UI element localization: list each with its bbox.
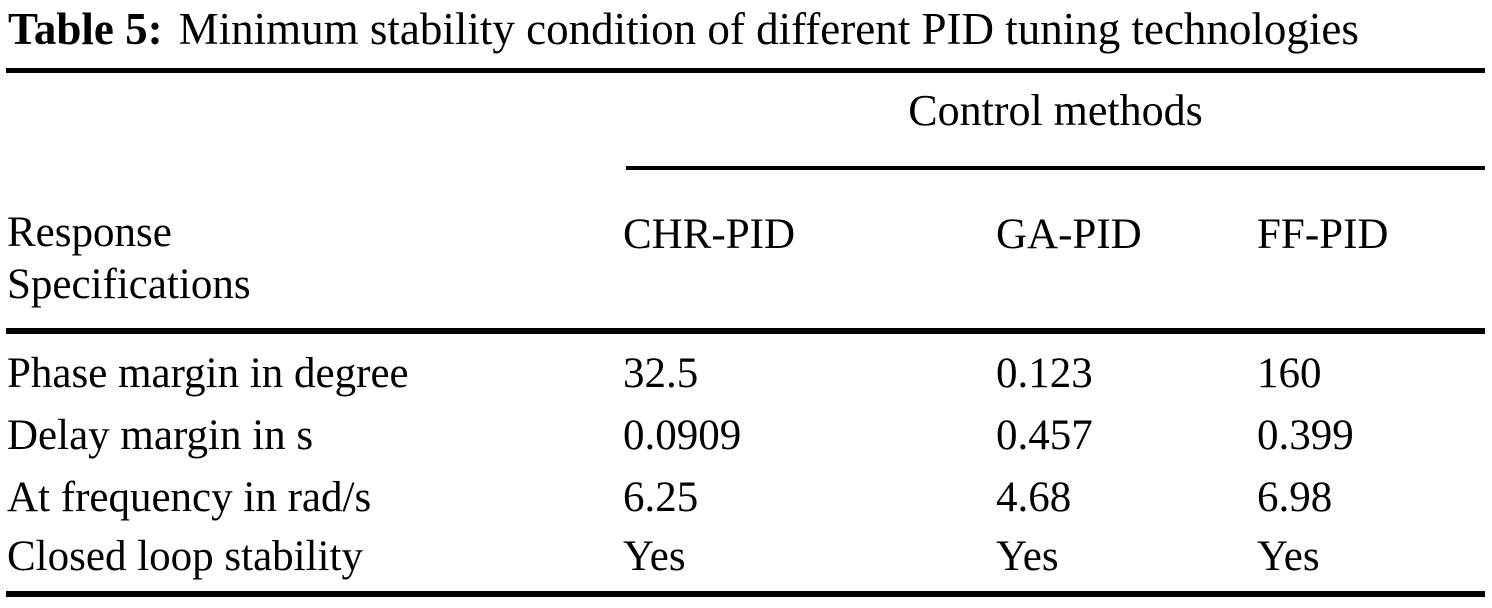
cell-value: 0.123 xyxy=(996,350,1093,397)
column-header-ga-pid: GA-PID xyxy=(996,211,1142,258)
cell-value: 160 xyxy=(1257,350,1322,397)
rule-under-group-header xyxy=(626,166,1485,170)
table-caption-number: Table 5: xyxy=(8,4,163,54)
row-stub-header: Response Specifications xyxy=(7,207,251,311)
row-stub-header-line1: Response xyxy=(7,209,172,256)
cell-value: Yes xyxy=(1257,533,1320,580)
row-label: Closed loop stability xyxy=(7,533,363,580)
table-row: Closed loop stability Yes Yes Yes xyxy=(0,526,1492,588)
cell-value: 0.0909 xyxy=(623,412,742,459)
row-label: At frequency in rad/s xyxy=(7,474,372,521)
cell-value: 0.399 xyxy=(1257,412,1354,459)
column-header-ff-pid: FF-PID xyxy=(1257,211,1389,258)
cell-value: Yes xyxy=(623,533,686,580)
cell-value: 4.68 xyxy=(996,474,1072,521)
rule-above-body xyxy=(6,328,1485,334)
table-row: Delay margin in s 0.0909 0.457 0.399 xyxy=(0,405,1492,467)
cell-value: 6.98 xyxy=(1257,474,1333,521)
table-caption-title: Minimum stability condition of different… xyxy=(178,4,1359,54)
table-row: Phase margin in degree 32.5 0.123 160 xyxy=(0,343,1492,405)
column-header-chr-pid: CHR-PID xyxy=(623,211,796,258)
cell-value: 32.5 xyxy=(623,350,699,397)
column-header-row: CHR-PID GA-PID FF-PID xyxy=(0,204,1492,266)
column-group-header: Control methods xyxy=(908,86,1203,135)
cell-value: Yes xyxy=(996,533,1059,580)
rule-bottom xyxy=(6,591,1485,597)
cell-value: 6.25 xyxy=(623,474,699,521)
rule-top xyxy=(6,68,1485,73)
row-label: Delay margin in s xyxy=(7,412,314,459)
row-stub-header-line2: Specifications xyxy=(7,261,251,308)
row-label: Phase margin in degree xyxy=(7,350,409,397)
table-caption: Table 5: Minimum stability condition of d… xyxy=(8,0,1359,58)
cell-value: 0.457 xyxy=(996,412,1093,459)
table-row: At frequency in rad/s 6.25 4.68 6.98 xyxy=(0,467,1492,529)
